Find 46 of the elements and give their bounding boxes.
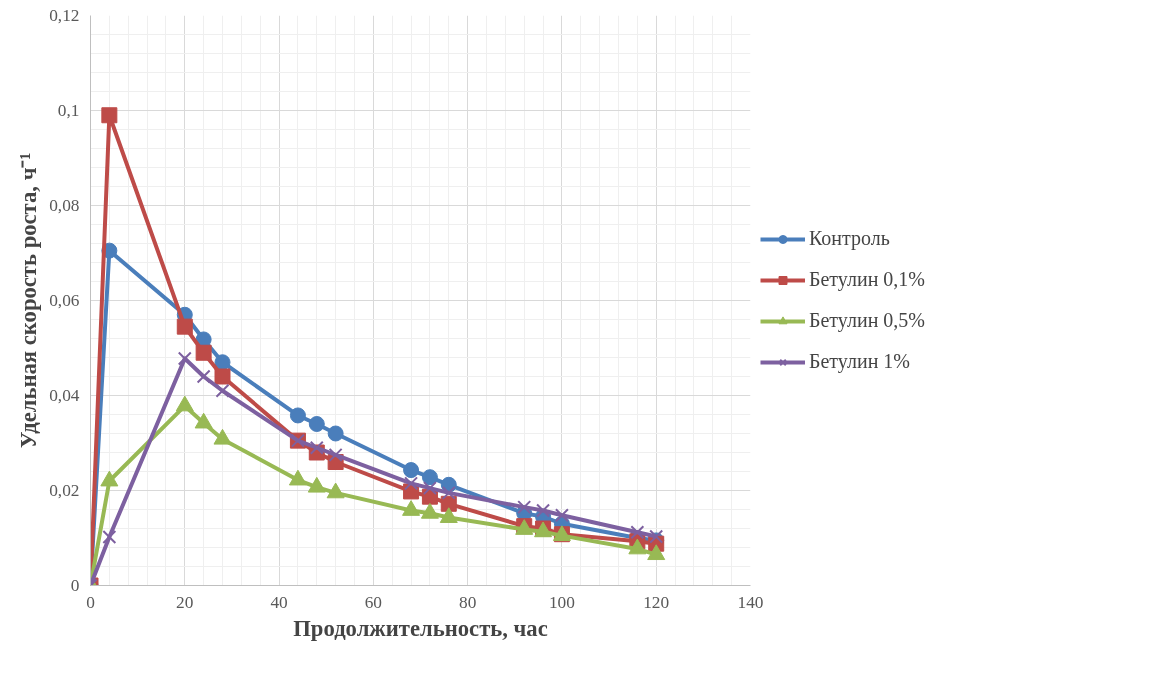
point: [422, 481, 437, 496]
point: [536, 503, 551, 518]
legend-label: Бетулин 0,1%: [809, 268, 926, 291]
point: [517, 500, 532, 515]
point: [649, 529, 664, 544]
point: [214, 354, 231, 371]
point: [441, 485, 456, 500]
point: [404, 476, 419, 491]
y-tick-label: 0,06: [49, 291, 80, 310]
point: [195, 344, 212, 361]
x-tick-label: 40: [270, 592, 288, 612]
point: [647, 544, 666, 561]
point: [630, 525, 645, 540]
x-tick-label: 60: [364, 592, 383, 612]
point: [309, 440, 324, 455]
point: [554, 508, 569, 523]
x-tick-label: 80: [458, 592, 477, 612]
x-tick-label: 20: [176, 592, 194, 612]
legend-label: Бетулин 1%: [809, 350, 911, 373]
y-tick-label: 0,04: [49, 386, 80, 405]
legend-label: Контроль: [809, 227, 890, 250]
point: [328, 447, 343, 462]
x-tick-label: 100: [548, 592, 575, 612]
point: [308, 416, 325, 432]
point: [421, 469, 438, 486]
y-axis-title: Удельная скорость роста, ч⁻¹: [16, 152, 42, 449]
point: [289, 407, 306, 424]
y-tick-label: 0,08: [49, 196, 80, 215]
point: [327, 425, 344, 442]
point: [176, 318, 193, 335]
point: [214, 368, 231, 385]
point: [101, 107, 118, 124]
x-tick-label: 0: [86, 592, 95, 612]
y-tick-label: 0,1: [57, 101, 80, 120]
y-tick-label: 0,02: [49, 481, 80, 500]
point: [403, 462, 420, 479]
point: [215, 383, 230, 398]
legend-label: Бетулин 0,5%: [809, 309, 926, 332]
y-tick-label: 0,12: [49, 6, 80, 25]
x-axis-title: Продолжительность, час: [293, 615, 548, 641]
point: [196, 369, 211, 384]
x-tick-label: 140: [737, 592, 764, 612]
x-tick-label: 120: [643, 592, 670, 612]
y-tick-label: 0: [70, 576, 80, 595]
point: [102, 530, 117, 545]
point: [177, 351, 192, 366]
